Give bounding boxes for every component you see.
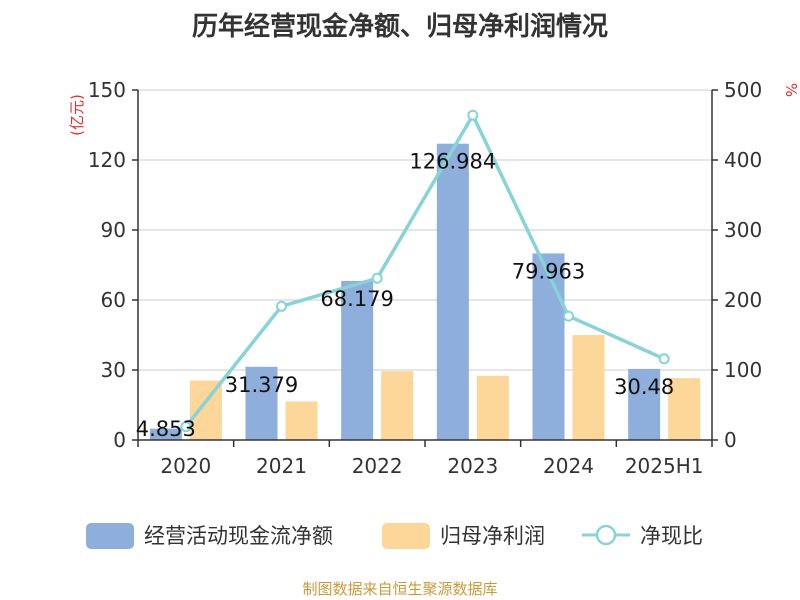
bar-1-3 — [476, 375, 509, 440]
data-label-0: 4.853 — [136, 417, 196, 441]
legend-label-1: 归母净利润 — [440, 524, 545, 548]
left-tick-label: 90 — [101, 218, 126, 242]
bar-1-5 — [668, 378, 701, 440]
data-label-4: 79.963 — [512, 259, 585, 283]
left-tick-label: 120 — [88, 148, 126, 172]
left-axis-label: (亿元) — [68, 94, 86, 136]
line-point-1 — [276, 300, 287, 312]
line-point-4 — [563, 310, 574, 322]
x-tick-label: 2024 — [543, 454, 594, 478]
right-tick-label: 400 — [724, 148, 762, 172]
data-label-2: 68.179 — [320, 287, 393, 311]
legend: 经营活动现金流净额 归母净利润 净现比 — [86, 523, 703, 549]
x-tick-label: 2023 — [447, 454, 498, 478]
legend-label-0: 经营活动现金流净额 — [144, 524, 333, 548]
data-label-3: 126.984 — [409, 150, 496, 174]
bar-marks — [149, 143, 701, 441]
grid-lines — [138, 89, 712, 371]
bar-0-2 — [341, 280, 374, 440]
right-tick-label: 200 — [724, 288, 762, 312]
line-point-5 — [658, 353, 670, 365]
right-tick-label: 500 — [724, 78, 762, 102]
x-tick-label: 2025H1 — [625, 454, 704, 478]
bar-1-2 — [381, 371, 414, 440]
legend-swatch-1 — [382, 523, 430, 549]
right-axis-label: % — [782, 83, 800, 97]
x-tick-label: 2021 — [256, 454, 307, 478]
bar-1-1 — [285, 401, 318, 440]
bar-0-3 — [436, 143, 469, 441]
right-tick-label: 0 — [724, 428, 737, 452]
line-point-3 — [467, 109, 479, 121]
line-point-0 — [180, 421, 192, 433]
chart-title: 历年经营现金净额、归母净利润情况 — [191, 12, 608, 42]
left-tick-label: 150 — [88, 78, 126, 102]
bar-0-4 — [532, 253, 565, 440]
line-point-2 — [371, 272, 383, 284]
legend-marker-2 — [595, 524, 617, 546]
left-tick-label: 60 — [101, 288, 126, 312]
axes: 0 30 60 90 120 150 0 100 200 300 400 500 2020 2021 202… — [68, 78, 800, 478]
left-tick-label: 0 — [113, 428, 126, 452]
legend-label-2: 净现比 — [640, 524, 703, 548]
line-series — [180, 109, 670, 433]
data-labels: 4.853 31.379 68.179 126.984 79.963 30.48 — [136, 150, 674, 441]
left-tick-label: 30 — [101, 358, 126, 382]
right-tick-label: 300 — [724, 218, 762, 242]
bar-1-4 — [572, 335, 605, 440]
bar-0-1 — [245, 366, 278, 440]
line-path — [184, 111, 665, 428]
data-source-note: 制图数据来自恒生聚源数据库 — [302, 580, 498, 598]
x-tick-label: 2022 — [352, 454, 403, 478]
x-tick-label: 2020 — [160, 454, 211, 478]
data-label-1: 31.379 — [225, 373, 298, 397]
data-label-5: 30.48 — [614, 375, 674, 399]
legend-swatch-0 — [86, 523, 134, 549]
right-tick-label: 100 — [724, 358, 762, 382]
bar-0-5 — [628, 368, 661, 440]
bar-0-0 — [149, 428, 182, 440]
